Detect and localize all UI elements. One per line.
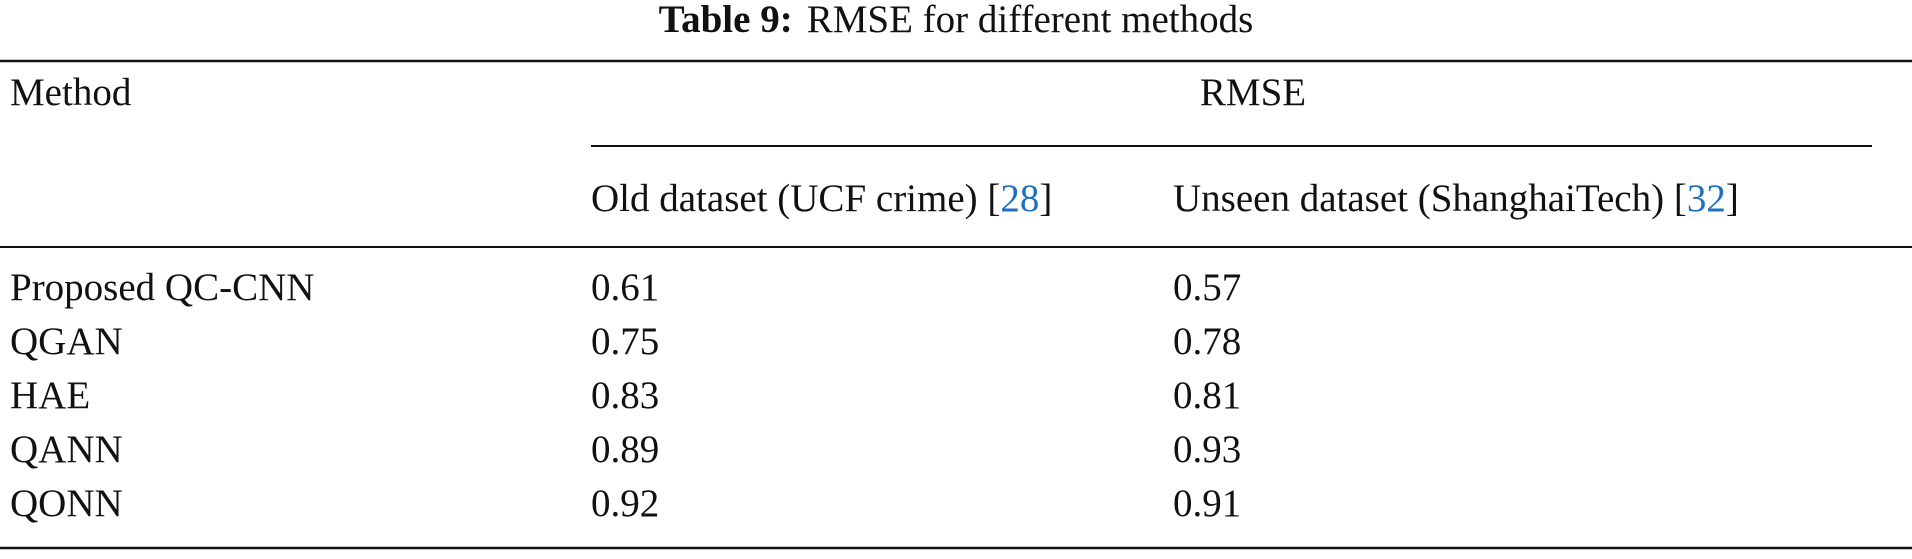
rmse-cell: 0.89 — [591, 428, 659, 471]
rmse-cell: 0.78 — [1173, 320, 1241, 363]
rmse-cell: 0.75 — [591, 320, 659, 363]
rmse-cell: 0.57 — [1173, 266, 1241, 309]
column-header: Old dataset (UCF crime) [28] — [591, 177, 1052, 220]
method-cell: QONN — [10, 482, 123, 525]
group-header: RMSE — [1200, 71, 1306, 114]
citation[interactable]: 28 — [1000, 177, 1039, 220]
caption: Table 9: RMSE for different methods — [659, 0, 1254, 41]
method-cell: QANN — [10, 428, 123, 471]
method-cell: HAE — [10, 374, 90, 417]
column-close: ] — [1039, 177, 1052, 220]
rmse-cell: 0.91 — [1173, 482, 1241, 525]
rmse-cell: 0.93 — [1173, 428, 1241, 471]
caption-label: Table 9: — [659, 0, 793, 41]
caption-text: RMSE for different methods — [807, 0, 1254, 41]
method-cell: Proposed QC-CNN — [10, 266, 314, 309]
column-close: ] — [1726, 177, 1739, 220]
column-text: Old dataset (UCF crime) [ — [591, 177, 1000, 220]
citation[interactable]: 32 — [1687, 177, 1726, 220]
method-header: Method — [10, 71, 132, 114]
rmse-cell: 0.83 — [591, 374, 659, 417]
rmse-cell: 0.81 — [1173, 374, 1241, 417]
rmse-cell: 0.61 — [591, 266, 659, 309]
column-header: Unseen dataset (ShanghaiTech) [32] — [1173, 177, 1739, 220]
rmse-cell: 0.92 — [591, 482, 659, 525]
method-cell: QGAN — [10, 320, 123, 363]
column-text: Unseen dataset (ShanghaiTech) [ — [1173, 177, 1687, 220]
